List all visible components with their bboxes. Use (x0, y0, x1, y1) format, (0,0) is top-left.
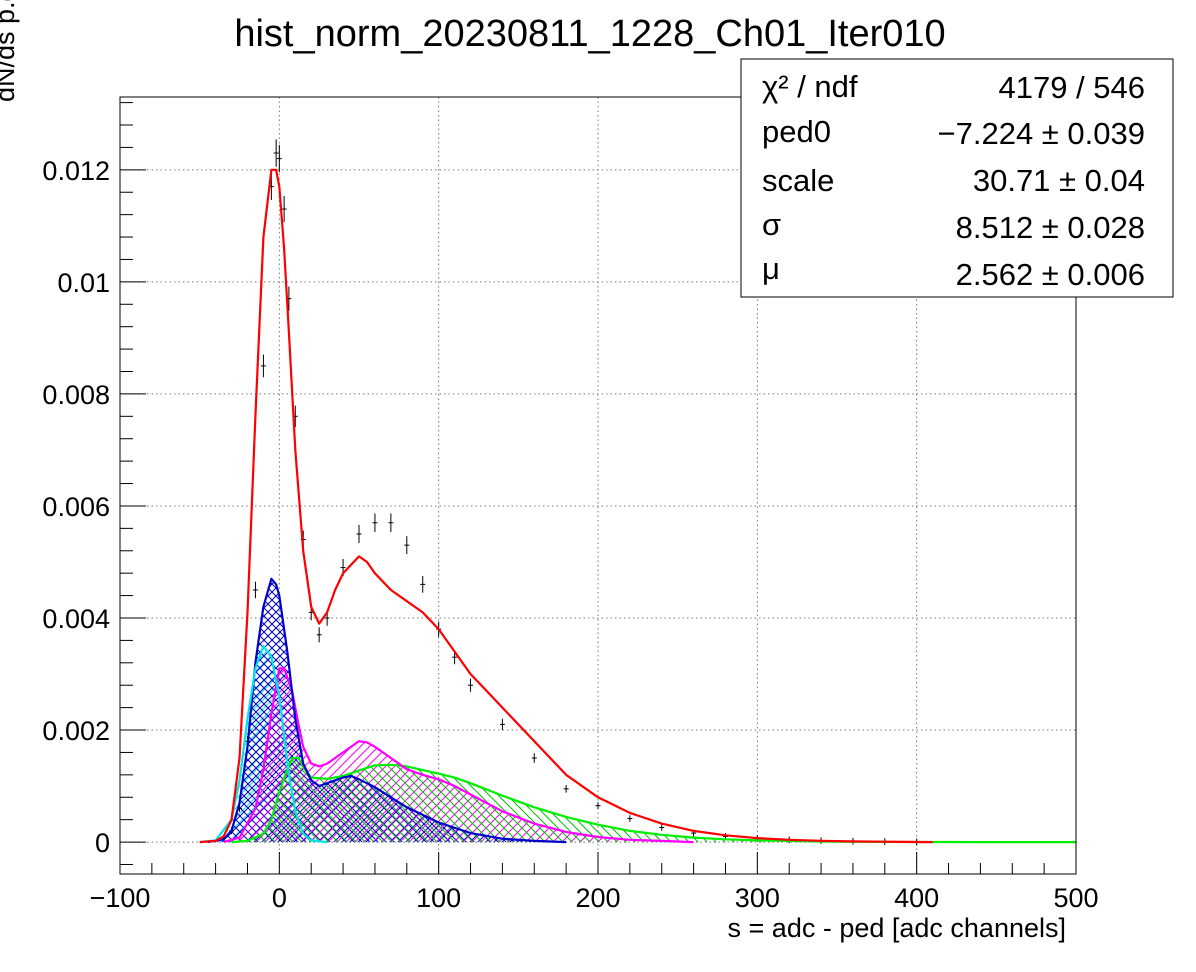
y-axis-label: dN/ds p.d.f. [a.u.] (0, 0, 20, 102)
stats-label-ped0: ped0 (762, 114, 831, 149)
axes: −100 0 100 200 300 400 500 0 0.002 0.004 0.006 0.00… (42, 102, 1099, 913)
x-tick-label: 0 (272, 883, 287, 913)
x-tick-label: 100 (416, 883, 461, 913)
chart-title: hist_norm_20230811_1228_Ch01_Iter010 (234, 13, 945, 55)
y-tick-label: 0.01 (57, 268, 110, 298)
y-tick-label: 0.012 (42, 156, 110, 186)
stats-label-scale: scale (762, 163, 834, 198)
y-tick-label: 0 (95, 828, 110, 858)
stats-value-ped0: −7.224 ± 0.039 (938, 116, 1146, 151)
x-tick-label: 400 (894, 883, 939, 913)
component-fills (199, 578, 1076, 843)
stats-label-mu: μ (762, 251, 780, 286)
x-tick-label: 200 (575, 883, 620, 913)
x-tick-label: −100 (90, 883, 151, 913)
stats-box: χ² / ndf 4179 / 546 ped0 −7.224 ± 0.039 … (740, 58, 1174, 298)
stats-box-frame (740, 58, 1174, 298)
stats-value-mu: 2.562 ± 0.006 (956, 257, 1145, 292)
component-fill-green (231, 758, 1076, 843)
y-tick-label: 0.004 (42, 604, 110, 634)
x-tick-label: 300 (735, 883, 780, 913)
y-tick-label: 0.008 (42, 380, 110, 410)
fit-curves (199, 168, 1076, 844)
x-tick-label: 500 (1053, 883, 1098, 913)
fit-total-curve (199, 168, 933, 844)
stats-value-sigma: 8.512 ± 0.028 (956, 210, 1145, 245)
x-axis-label: s = adc - ped [adc channels] (728, 913, 1066, 943)
y-tick-label: 0.006 (42, 492, 110, 522)
stats-label-chi2: χ² / ndf (762, 69, 858, 104)
component-curve-magenta (223, 667, 694, 844)
stats-value-chi2: 4179 / 546 (998, 70, 1145, 105)
stats-label-sigma: σ (762, 207, 781, 242)
y-tick-label: 0.002 (42, 716, 110, 746)
stats-value-scale: 30.71 ± 0.04 (973, 163, 1145, 198)
component-curve-blue (207, 577, 567, 844)
